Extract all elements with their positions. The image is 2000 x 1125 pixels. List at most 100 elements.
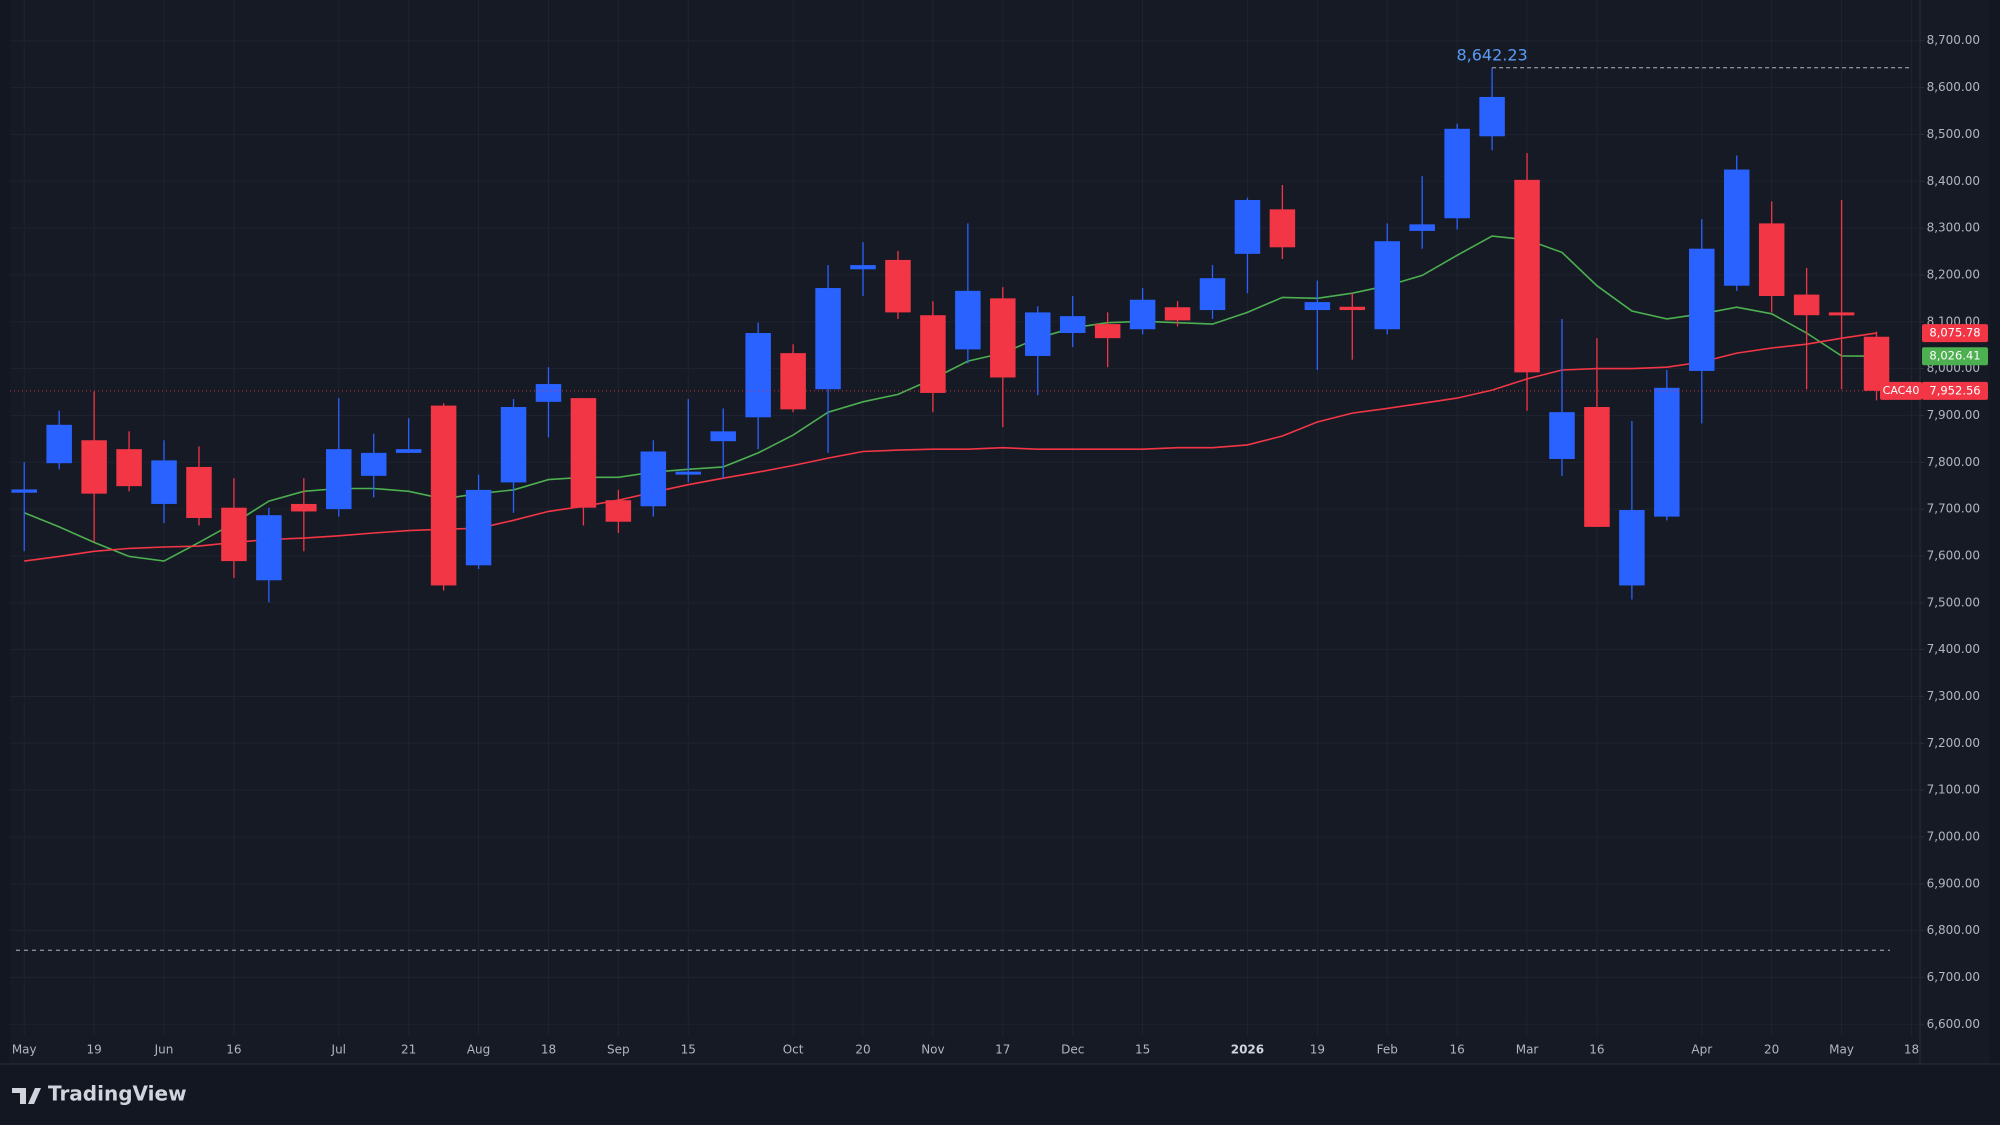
candle-body (1863, 336, 1890, 391)
y-tick-label: 6,900.00 (1927, 876, 1980, 890)
candle-body (500, 407, 527, 483)
candle-body (1374, 241, 1400, 330)
candle-body (990, 298, 1016, 378)
x-tick-label: May (12, 1043, 37, 1057)
candle-body (1723, 169, 1750, 286)
candle-body (256, 515, 282, 581)
y-tick-label: 8,300.00 (1927, 221, 1980, 235)
series-last-label-box (1922, 347, 1988, 366)
x-tick-label: 18 (541, 1043, 556, 1057)
series-last-label-box (1922, 324, 1988, 343)
candle-body (1828, 312, 1855, 316)
x-tick-label: Feb (1377, 1043, 1398, 1057)
symbol-box (1880, 381, 1922, 400)
candle-body (1164, 307, 1191, 321)
y-tick-label: 7,300.00 (1927, 689, 1980, 703)
candle-body (1304, 302, 1331, 311)
candle-body (1269, 209, 1296, 248)
y-tick-label: 8,400.00 (1927, 174, 1980, 188)
x-tick-label: 19 (1310, 1043, 1325, 1057)
candle-body (430, 405, 457, 586)
candle-body (570, 398, 597, 508)
candle-body (221, 507, 247, 562)
x-tick-label: Apr (1691, 1043, 1712, 1057)
candle-body (745, 333, 771, 418)
candle-body (46, 424, 72, 464)
x-tick-label: 15 (681, 1043, 696, 1057)
candle-body (1619, 510, 1645, 586)
candle-body (1793, 294, 1820, 316)
candle-body (1514, 179, 1540, 373)
x-tick-label: 15 (1135, 1043, 1150, 1057)
x-tick-label: 18 (1904, 1043, 1919, 1057)
logo: TradingView (12, 1082, 187, 1106)
x-tick-label: Aug (467, 1043, 490, 1057)
y-tick-label: 8,700.00 (1927, 33, 1980, 47)
x-tick-label: Jul (331, 1043, 346, 1057)
last-price-label-box (1922, 381, 1988, 400)
candle-body (710, 431, 736, 442)
candle-body (1689, 248, 1715, 371)
y-tick-label: 7,500.00 (1927, 595, 1980, 609)
x-tick-label: 20 (1764, 1043, 1779, 1057)
candle-body (186, 466, 212, 518)
candle-body (1758, 223, 1785, 296)
y-tick-label: 6,600.00 (1927, 1017, 1980, 1031)
candle-body (1584, 407, 1610, 527)
x-tick-label: 21 (401, 1043, 416, 1057)
last-price-label: 7,952.56 (1929, 383, 1980, 397)
candle-body (360, 452, 387, 476)
candle-body (1479, 96, 1505, 137)
candle-body (920, 315, 946, 393)
x-tick-label: Mar (1516, 1043, 1539, 1057)
candle-body (955, 290, 981, 350)
y-tick-label: 6,700.00 (1927, 970, 1980, 984)
candle-body (465, 489, 492, 566)
candle-body (11, 489, 37, 493)
symbol-label: CAC40 (1883, 384, 1920, 397)
y-tick-label: 7,200.00 (1927, 736, 1980, 750)
brand: TradingView (48, 1082, 187, 1106)
candle-body (640, 451, 667, 507)
candle-body (675, 471, 702, 475)
candle-body (1059, 316, 1086, 333)
y-tick-label: 6,800.00 (1927, 923, 1980, 937)
x-tick-label: 20 (855, 1043, 870, 1057)
candle-body (1234, 199, 1261, 254)
candle-body (1654, 387, 1680, 517)
candle-body (151, 460, 177, 504)
candle-body (326, 449, 352, 510)
candle-body (1339, 306, 1366, 311)
candle-body (395, 449, 422, 453)
x-tick-label: Dec (1061, 1043, 1084, 1057)
high-label: 8,642.23 (1456, 45, 1527, 64)
x-tick-label: 16 (226, 1043, 241, 1057)
candle-body (1094, 324, 1121, 339)
candle-body (1025, 312, 1051, 356)
y-tick-label: 8,600.00 (1927, 80, 1980, 94)
candle-body (885, 259, 911, 313)
x-tick-label: 16 (1450, 1043, 1465, 1057)
y-tick-label: 7,100.00 (1927, 783, 1980, 797)
x-tick-label: Oct (783, 1043, 804, 1057)
candle-body (1549, 412, 1575, 459)
y-tick-label: 7,700.00 (1927, 502, 1980, 516)
y-tick-label: 8,200.00 (1927, 267, 1980, 281)
x-tick-label: 2026 (1231, 1043, 1264, 1057)
x-tick-label: 16 (1589, 1043, 1604, 1057)
x-tick-label: Sep (607, 1043, 630, 1057)
x-tick-label: Jun (154, 1043, 174, 1057)
candle-body (780, 353, 806, 410)
ma-line (24, 332, 1877, 562)
y-tick-label: 7,900.00 (1927, 408, 1980, 422)
candle-body (1129, 299, 1156, 330)
x-tick-label: 19 (86, 1043, 101, 1057)
candle-body (535, 384, 562, 402)
y-tick-label: 7,400.00 (1927, 642, 1980, 656)
candle-body (1444, 128, 1470, 219)
plot-panel (10, 0, 1990, 1064)
y-tick-label: 8,500.00 (1927, 127, 1980, 141)
candle-body (1409, 224, 1435, 231)
candle-body (850, 265, 876, 270)
candle-body (116, 449, 142, 487)
